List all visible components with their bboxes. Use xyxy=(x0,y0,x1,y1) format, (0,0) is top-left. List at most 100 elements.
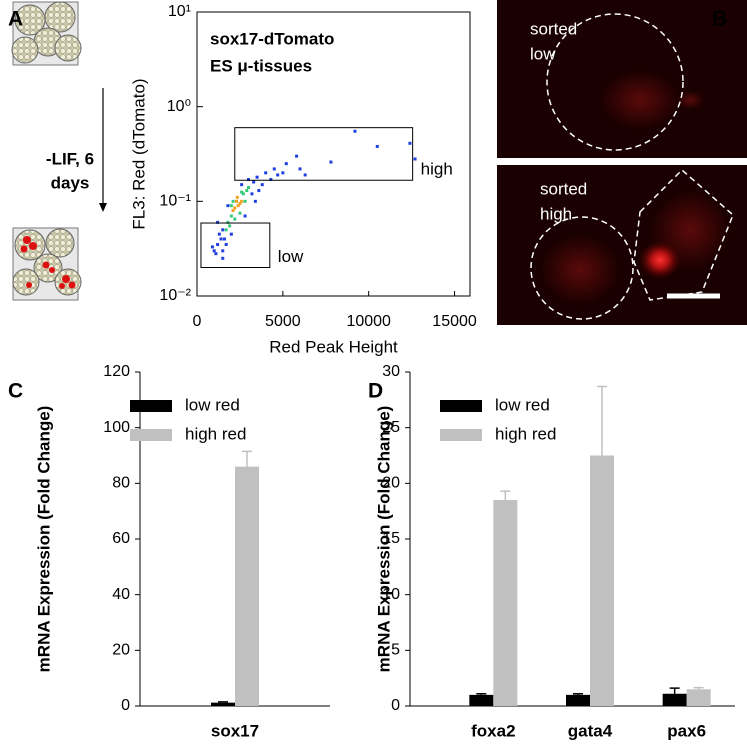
legend-label: high red xyxy=(495,424,556,443)
schematic: -LIF, 6 days xyxy=(11,1,107,301)
x-axis-label: Red Peak Height xyxy=(269,337,398,356)
point xyxy=(236,204,240,208)
point xyxy=(241,192,245,196)
error-bar xyxy=(669,687,680,694)
point xyxy=(284,162,288,166)
y-tick-label: 30 xyxy=(382,363,400,380)
y-tick-label: 10 xyxy=(382,586,400,603)
bar xyxy=(566,694,590,706)
x-tick-label: 0 xyxy=(193,313,202,330)
point xyxy=(216,242,220,246)
bar xyxy=(493,500,518,706)
x-tick-label: 15000 xyxy=(432,313,477,330)
legend-label: high red xyxy=(185,424,246,443)
point xyxy=(375,144,379,148)
point xyxy=(269,178,273,182)
point xyxy=(247,178,251,182)
y-tick-label: 40 xyxy=(112,586,130,603)
y-tick-label: 60 xyxy=(112,530,130,547)
x-tick-label: foxa2 xyxy=(471,721,515,740)
gate-label: low xyxy=(278,247,304,266)
y-tick-label: 25 xyxy=(382,419,400,436)
chart-subtitle: ES μ-tissues xyxy=(210,56,312,75)
point xyxy=(221,256,225,260)
y-axis-label: mRNA Expression (Fold Change) xyxy=(34,406,53,673)
bar xyxy=(590,455,614,706)
y-tick-label: 120 xyxy=(103,363,130,380)
point xyxy=(276,173,280,177)
x-tick-label: 5000 xyxy=(265,313,301,330)
panel-label: A xyxy=(8,8,23,31)
point xyxy=(221,249,225,253)
bar xyxy=(211,702,235,706)
point xyxy=(250,192,254,196)
legend-label: low red xyxy=(495,395,550,414)
image-label: low xyxy=(530,44,556,63)
point xyxy=(233,206,237,210)
error-bar xyxy=(242,450,252,467)
point xyxy=(247,185,251,189)
point xyxy=(219,237,223,241)
point xyxy=(252,180,256,184)
y-tick-label: 0 xyxy=(391,697,400,714)
y-tick-label: 5 xyxy=(391,642,400,659)
point xyxy=(238,201,242,205)
y-tick-label: 20 xyxy=(382,475,400,492)
point xyxy=(231,199,235,203)
y-tick-label: 100 xyxy=(103,419,130,436)
point xyxy=(229,204,233,208)
point xyxy=(281,171,285,175)
point xyxy=(231,209,235,213)
point xyxy=(212,249,216,253)
point xyxy=(240,199,244,203)
bar xyxy=(469,694,494,706)
point xyxy=(226,220,230,224)
y-tick-label: 80 xyxy=(112,475,130,492)
panel-label: B xyxy=(712,8,727,31)
bar xyxy=(235,466,259,706)
point xyxy=(329,160,333,164)
x-tick-label: pax6 xyxy=(667,721,706,740)
legend-label: low red xyxy=(185,395,240,414)
y-tick-label: 10⁻² xyxy=(159,287,191,304)
x-tick-label: gata4 xyxy=(568,721,613,740)
point xyxy=(243,199,247,203)
point xyxy=(222,237,226,241)
error-bar xyxy=(500,490,511,501)
point xyxy=(229,214,233,218)
panel-label: C xyxy=(8,380,23,403)
error-bar xyxy=(573,693,583,695)
point xyxy=(224,228,228,232)
point xyxy=(240,183,244,187)
point xyxy=(264,171,268,175)
point xyxy=(217,232,221,236)
gate-label: high xyxy=(421,160,453,179)
point xyxy=(235,195,239,199)
y-tick-label: 0 xyxy=(121,697,130,714)
y-tick-label: 20 xyxy=(112,642,130,659)
y-tick-label: 10⁰ xyxy=(167,98,191,115)
point xyxy=(210,245,214,249)
plot-frame xyxy=(196,11,471,297)
error-bar xyxy=(218,701,228,703)
legend-swatch xyxy=(440,429,482,441)
point xyxy=(260,183,264,187)
point xyxy=(214,252,218,256)
gate xyxy=(234,127,414,181)
legend-swatch xyxy=(130,429,172,441)
x-tick-label: sox17 xyxy=(211,721,259,740)
point xyxy=(226,204,230,208)
point xyxy=(253,199,257,203)
image-label: sorted xyxy=(540,179,587,198)
error-bar xyxy=(693,686,704,690)
legend-swatch xyxy=(130,400,172,412)
point xyxy=(228,224,232,228)
error-bar xyxy=(597,385,607,456)
point xyxy=(303,173,307,177)
image-label: sorted xyxy=(530,19,577,38)
point xyxy=(221,228,225,232)
point xyxy=(255,175,259,179)
point xyxy=(295,154,299,158)
legend-swatch xyxy=(440,400,482,412)
